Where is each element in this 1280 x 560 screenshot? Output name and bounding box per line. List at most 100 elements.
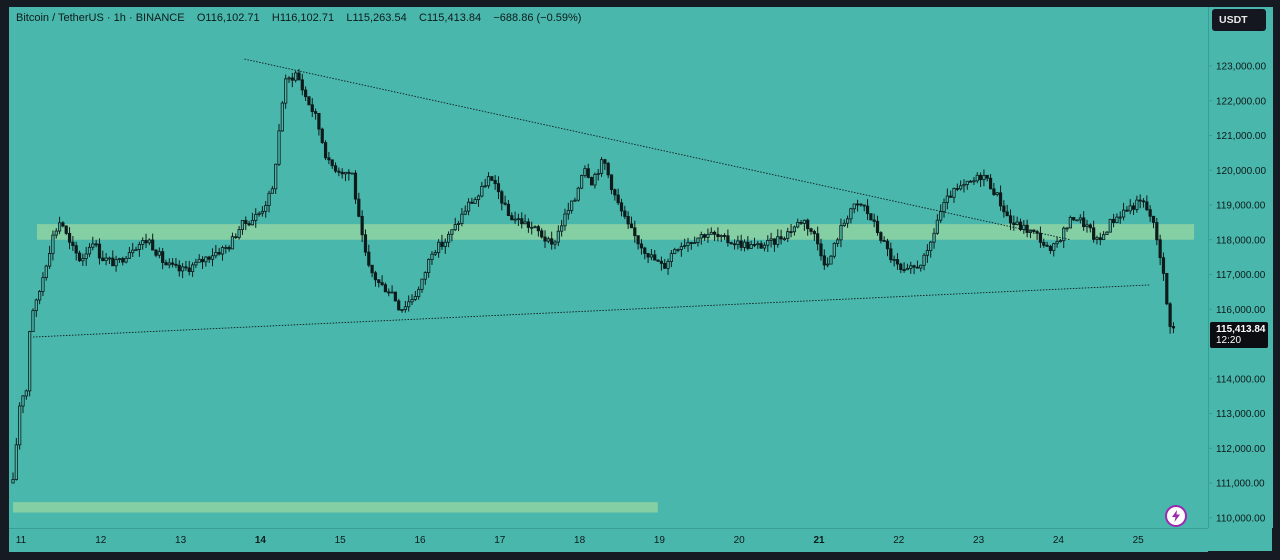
candle [463,205,467,216]
candle [613,188,617,201]
last-price-label: 115,413.84 12:20 [1210,322,1268,348]
candle-body-down [121,258,125,263]
candle-body-down [310,104,314,112]
candle-body-down [217,252,221,255]
candle [453,217,457,232]
candle [24,389,28,400]
lightning-icon[interactable] [1165,505,1187,527]
price-tick-label: 111,000.00 [1216,479,1265,490]
candle [1045,241,1049,247]
candle-body-up [553,241,557,245]
candle-body-down [646,253,650,258]
candle [330,159,334,169]
time-tick-label: 11 [16,535,27,546]
candle-body-up [44,265,48,278]
candle-body-down [337,170,341,173]
candle [623,205,627,220]
plot-area[interactable] [9,7,1208,528]
candle [440,234,444,250]
candle [599,156,604,177]
legend-symbol[interactable]: Bitcoin / TetherUS [16,12,104,24]
time-tick-label: 19 [654,535,666,546]
ascending-support-trendline[interactable] [32,284,1151,338]
candle [1048,244,1053,254]
price-axis[interactable] [1208,7,1273,528]
candle [885,238,890,257]
candle [872,213,876,228]
candle [174,257,178,269]
price-tick-label: 121,000.00 [1216,131,1266,142]
candle [789,223,793,238]
candle [616,188,620,206]
candle-body-down [307,96,311,106]
currency-button[interactable]: USDT [1212,9,1266,31]
candle [94,239,98,248]
candle-body-up [666,261,670,269]
candle [952,187,956,203]
candle-body-up [995,192,999,195]
descending-resistance-trendline[interactable] [244,58,1071,241]
resistance-zone[interactable] [36,224,1195,240]
symbol-legend[interactable]: Bitcoin / TetherUS · 1h · BINANCE O116,1… [16,12,581,24]
candle [104,253,108,266]
price-tick-label: 113,000.00 [1216,409,1266,420]
candle-body-down [94,243,98,246]
candle-body-up [892,259,896,261]
candle-body-down [397,300,401,311]
candle [520,212,524,229]
candle [749,240,753,249]
price-tick-label: 116,000.00 [1216,305,1266,316]
candle [543,230,547,249]
candle-body-down [879,232,883,241]
candle-body-down [247,223,251,226]
candle-body-up [972,180,976,183]
candle [400,309,404,313]
candle-body-down [1168,303,1172,327]
candle [699,231,703,245]
demand-zone[interactable] [13,502,658,513]
candle-body-down [490,176,494,181]
candle-body-down [643,247,647,254]
candle [1005,204,1009,217]
legend-interval: 1h [113,12,126,24]
candle-body-up [736,240,740,245]
candle [164,259,168,266]
candle [726,229,730,247]
candle-body-up [114,259,118,267]
candle [77,250,82,262]
candle [443,238,447,254]
candle [353,170,358,204]
candle [171,258,175,268]
candle [832,242,836,259]
candle-body-up [975,174,979,182]
candle [606,161,610,179]
legend-separator: · [128,12,136,24]
candle-body-up [593,174,597,186]
candle-body-up [513,218,517,221]
candle [1115,213,1119,224]
candle-body-up [260,210,264,214]
candle-body-down [64,225,68,234]
candle-body-up [270,188,274,194]
candle [67,227,72,250]
candle-body-down [639,243,644,249]
candle [849,207,853,224]
candle [676,248,680,253]
candle-body-down [340,171,344,175]
legend-low: L115,263.54 [346,12,407,24]
candle [410,294,414,306]
candle [1082,211,1086,231]
candle-body-down [506,203,511,216]
candle-body-down [636,235,640,245]
candle [619,198,624,217]
time-tick-label: 24 [1053,535,1065,546]
candle-body-up [796,221,800,228]
candle [596,169,600,181]
candle [230,232,235,250]
candle-body-up [410,299,414,303]
time-axis[interactable] [9,528,1208,552]
candle [313,108,318,120]
candle [882,236,886,242]
candle [14,437,18,481]
candle-body-up [756,243,760,246]
